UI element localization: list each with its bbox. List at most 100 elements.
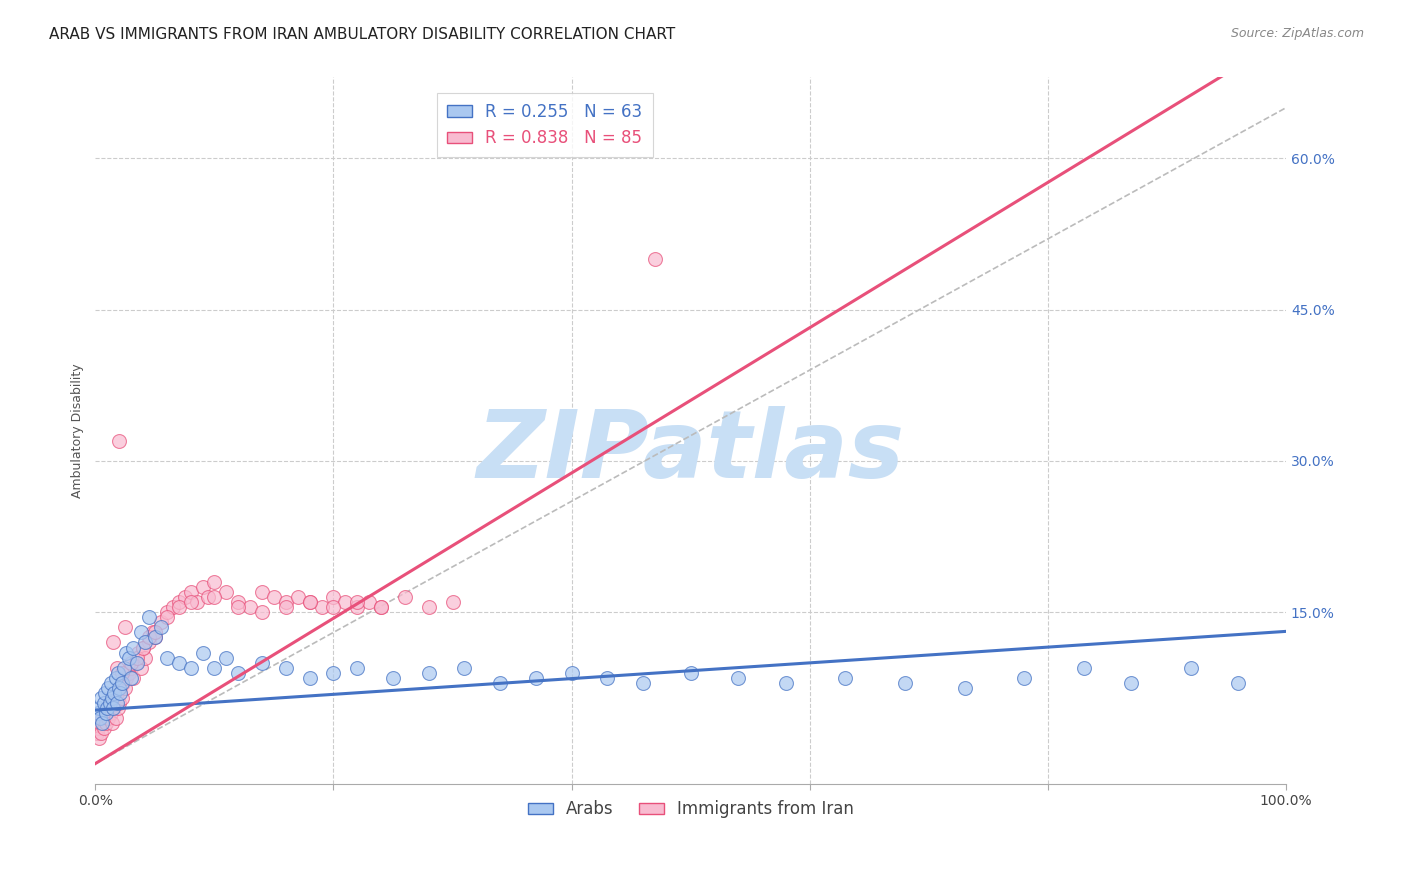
Point <box>143 631 166 645</box>
Point <box>87 731 110 746</box>
Point <box>105 686 128 700</box>
Point <box>108 681 131 695</box>
Point <box>98 696 121 710</box>
Text: Source: ZipAtlas.com: Source: ZipAtlas.com <box>1230 27 1364 40</box>
Point <box>322 665 344 680</box>
Point <box>138 635 160 649</box>
Point <box>115 671 138 685</box>
Point <box>180 585 202 599</box>
Point <box>141 625 163 640</box>
Point <box>93 721 115 735</box>
Legend: Arabs, Immigrants from Iran: Arabs, Immigrants from Iran <box>522 794 860 825</box>
Point <box>108 434 131 448</box>
Point <box>110 676 132 690</box>
Point <box>101 716 124 731</box>
Point <box>111 676 134 690</box>
Point <box>103 635 125 649</box>
Point <box>679 665 702 680</box>
Point <box>596 671 619 685</box>
Point <box>125 650 148 665</box>
Point <box>143 631 166 645</box>
Point <box>322 590 344 604</box>
Point <box>132 640 155 655</box>
Point <box>250 656 273 670</box>
Point <box>114 681 136 695</box>
Point <box>103 690 125 705</box>
Point <box>274 600 297 615</box>
Point <box>346 600 368 615</box>
Point <box>108 696 131 710</box>
Point <box>86 726 108 740</box>
Point <box>94 706 117 720</box>
Point <box>370 600 392 615</box>
Point <box>204 574 226 589</box>
Point <box>129 625 152 640</box>
Point <box>162 600 184 615</box>
Point <box>114 620 136 634</box>
Point <box>834 671 856 685</box>
Point <box>101 690 124 705</box>
Point <box>105 696 128 710</box>
Point <box>87 706 110 720</box>
Point <box>335 595 357 609</box>
Point <box>197 590 219 604</box>
Point <box>489 676 512 690</box>
Point <box>215 585 238 599</box>
Point <box>110 690 132 705</box>
Point <box>129 661 152 675</box>
Point <box>94 706 117 720</box>
Point <box>110 686 132 700</box>
Point <box>156 610 179 624</box>
Point <box>167 600 190 615</box>
Point <box>1121 676 1143 690</box>
Point <box>120 656 142 670</box>
Point <box>90 690 112 705</box>
Point <box>394 590 416 604</box>
Point <box>90 726 112 740</box>
Point <box>263 590 285 604</box>
Point <box>132 640 155 655</box>
Point <box>1073 661 1095 675</box>
Point <box>298 595 321 609</box>
Point <box>382 671 405 685</box>
Point <box>775 676 797 690</box>
Point <box>453 661 475 675</box>
Point <box>167 595 190 609</box>
Point <box>226 600 249 615</box>
Point <box>110 665 132 680</box>
Point <box>105 661 128 675</box>
Point <box>103 686 125 700</box>
Point <box>127 646 149 660</box>
Text: ZIPatlas: ZIPatlas <box>477 406 904 498</box>
Point <box>250 585 273 599</box>
Point <box>173 590 195 604</box>
Point <box>180 661 202 675</box>
Point <box>186 595 208 609</box>
Point <box>441 595 464 609</box>
Point <box>107 701 129 715</box>
Point <box>239 600 262 615</box>
Point <box>122 640 145 655</box>
Point <box>226 665 249 680</box>
Point <box>134 635 156 649</box>
Point <box>118 665 141 680</box>
Y-axis label: Ambulatory Disability: Ambulatory Disability <box>72 363 84 498</box>
Point <box>94 686 117 700</box>
Point <box>112 661 135 675</box>
Point <box>644 252 666 266</box>
Point <box>120 661 142 675</box>
Point <box>370 600 392 615</box>
Point <box>561 665 583 680</box>
Point <box>1227 676 1250 690</box>
Point <box>87 721 110 735</box>
Point <box>89 711 111 725</box>
Point <box>93 696 115 710</box>
Point <box>94 716 117 731</box>
Point <box>107 665 129 680</box>
Point <box>103 701 125 715</box>
Point <box>156 650 179 665</box>
Point <box>215 650 238 665</box>
Point <box>125 656 148 670</box>
Point <box>274 661 297 675</box>
Point <box>143 625 166 640</box>
